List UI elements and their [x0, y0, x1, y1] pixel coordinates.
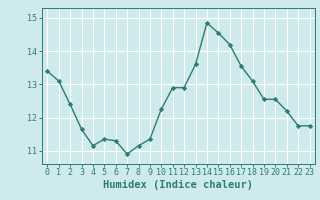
X-axis label: Humidex (Indice chaleur): Humidex (Indice chaleur): [103, 180, 253, 190]
